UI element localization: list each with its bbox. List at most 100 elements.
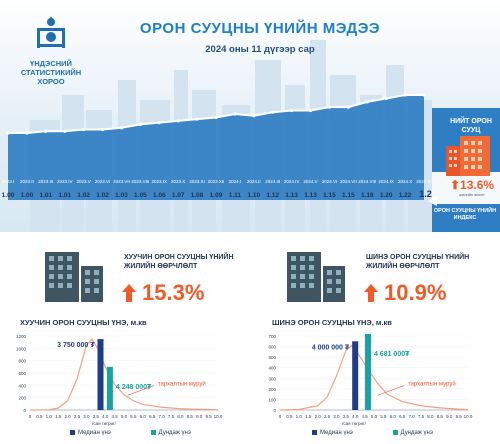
quarter-label: 2023.XI <box>189 179 205 184</box>
x-tick-label: 3.0 <box>83 414 90 419</box>
index-point <box>327 105 332 109</box>
x-tick-label: 1.0 <box>296 414 303 419</box>
new-legend: Медиан үнэ Дундаж үнэ <box>312 430 433 436</box>
quarter-label: 2024.IX <box>378 179 394 184</box>
index-point <box>403 93 407 97</box>
old-housing-title: ХУУЧИН ОРОН СУУЦНЫ ҮНИЙН ЖИЛИЙН ӨӨРЧЛӨЛТ <box>124 254 234 270</box>
legend-median-new: Медиан үнэ <box>312 430 353 436</box>
x-tick-label: 9.5 <box>455 414 462 419</box>
index-value-label: 1.08 <box>191 192 204 199</box>
quarter-label: 2024.III <box>265 179 280 184</box>
y-tick-label: 200 <box>18 396 26 401</box>
distribution-curve <box>29 338 219 411</box>
legend-mean-old: Дундаж үнэ <box>150 430 191 436</box>
x-tick-label: 10.0 <box>464 414 473 419</box>
index-point <box>82 127 86 132</box>
x-tick-label: 9.5 <box>205 414 212 419</box>
building-icon <box>446 136 490 176</box>
index-value-label: 1.02 <box>96 192 109 199</box>
index-point <box>214 115 218 120</box>
x-tick-label: 7.5 <box>418 414 425 419</box>
index-value-label: 1.13 <box>304 192 317 199</box>
quarter-label: 2023.II <box>20 179 34 184</box>
index-point <box>346 105 350 109</box>
quarter-label: 2024.I <box>229 179 242 184</box>
old-price-distribution-chart: 0 200 400 600 800 1000 1200 0 0.5 1.0 1.5 2.0 2.5 3.0… <box>16 334 223 426</box>
up-arrow-icon: ⬆ <box>449 178 461 192</box>
x-tick-label: 1.5 <box>305 414 312 419</box>
new-housing-building-icon <box>287 252 345 302</box>
index-value-label: 1.01 <box>58 192 71 199</box>
quarter-label: 2023.V <box>77 179 91 184</box>
index-point <box>252 114 256 118</box>
old-legend: Медиан үнэ Дундаж үнэ <box>70 430 191 436</box>
x-tick-label: 4.0 <box>102 414 109 419</box>
y-tick-label: 0 <box>273 408 276 413</box>
x-tick-label: 9.0 <box>446 414 453 419</box>
quarter-label: 2024.II <box>247 179 261 184</box>
total-panel-inset <box>432 172 500 204</box>
curve-label: тархалтын муруй <box>158 381 206 388</box>
index-point <box>44 129 48 133</box>
index-value-label: 1.05 <box>134 192 147 199</box>
index-value-label: 1.10 <box>247 192 260 199</box>
quarter-label: 2023.IX <box>152 179 168 184</box>
quarter-label: 2024.VII <box>340 179 357 184</box>
index-value-label: 1.00 <box>21 192 34 199</box>
mean-value-label: 4 681 000₮ <box>374 351 410 358</box>
y-tick-label: 400 <box>268 366 276 371</box>
x-tick-label: 5.0 <box>371 414 378 419</box>
mean-bar <box>364 333 371 410</box>
x-tick-label: 6.0 <box>390 414 397 419</box>
index-point <box>6 131 10 135</box>
legend-median-old: Медиан үнэ <box>70 430 111 436</box>
quarter-label: 2024.IV <box>284 179 300 184</box>
x-tick-label: 3.0 <box>333 414 340 419</box>
y-tick-label: 600 <box>18 371 26 376</box>
quarter-label: 2023.VIII <box>131 179 149 184</box>
x-tick-label: 2.0 <box>314 414 321 419</box>
page-subtitle: 2024 оны 11 дүгээр сар <box>205 44 315 55</box>
new-housing-change: 10.9% <box>384 280 447 305</box>
x-tick-label: 0 <box>279 414 282 419</box>
quarter-label: 2024.XI <box>416 179 432 184</box>
quarter-label: 2023.VI <box>95 179 111 184</box>
x-tick-label: 7.0 <box>408 414 415 419</box>
soyombo-emblem-icon <box>37 16 65 48</box>
price-index-label: ОРОН СУУЦНЫ ҮНИЙН ИНДЕКС <box>433 208 497 221</box>
median-value-label: 3 750 000 ₮ <box>57 342 95 349</box>
x-tick-label: 6.5 <box>149 414 156 419</box>
y-tick-label: 200 <box>268 387 276 392</box>
index-value-label: 1.02 <box>77 192 90 199</box>
x-tick-label: 1.0 <box>46 414 53 419</box>
index-value-label: 1.07 <box>172 192 185 199</box>
total-housing-label: НИЙТ ОРОН СУУЦ <box>450 118 492 134</box>
x-tick-label: 2.0 <box>64 414 71 419</box>
header-banner: 2023.I 1.00 2023.II 1.00 2023.III 1.01 2023.IV… <box>0 0 500 232</box>
index-value-label: 1.00 <box>2 192 15 199</box>
index-value-label: 1.12 <box>266 192 279 199</box>
index-point <box>176 119 180 123</box>
legend-mean-new: Дундаж үнэ <box>392 430 433 436</box>
new-housing-title: ШИНЭ ОРОН СУУЦНЫ ҮНИЙН ЖИЛИЙН ӨӨРЧЛӨЛТ <box>366 254 470 270</box>
index-point <box>138 122 142 126</box>
quarter-label: 2023.XII <box>208 179 225 184</box>
index-value-label: 1.06 <box>153 192 166 199</box>
quarter-label: 2023.VII <box>113 179 130 184</box>
index-area <box>8 95 424 200</box>
x-tick-label: 4.5 <box>111 414 118 419</box>
index-point <box>422 93 426 97</box>
x-tick-label: 5.5 <box>380 414 387 419</box>
x-tick-label: 0.5 <box>286 414 293 419</box>
index-latest-value: 1.22 <box>419 189 437 199</box>
index-point <box>195 117 199 121</box>
index-value-label: 1.20 <box>380 192 393 199</box>
x-tick-label: 2.5 <box>74 414 81 419</box>
quarter-label: 2023.IV <box>57 179 73 184</box>
median-bar <box>352 341 359 410</box>
curve-label-pointer <box>127 385 155 396</box>
index-value-label: 1.15 <box>323 192 336 199</box>
x-tick-label: 1.5 <box>55 414 62 419</box>
index-value-label: 1.13 <box>285 192 298 199</box>
